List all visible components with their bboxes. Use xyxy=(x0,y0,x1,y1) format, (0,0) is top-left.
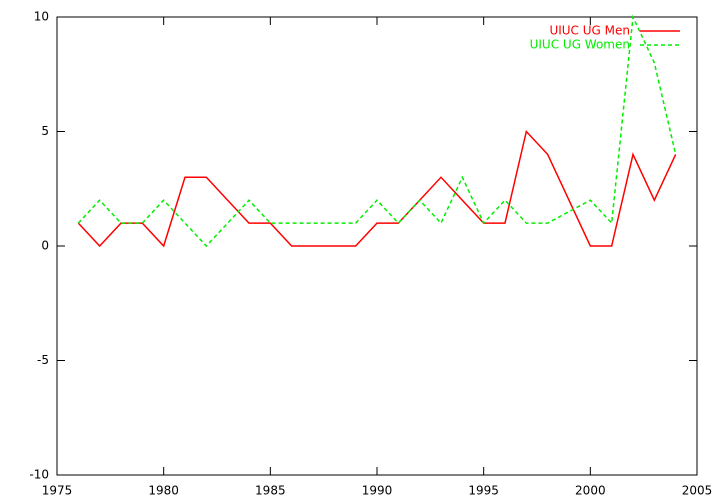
y-tick-label: -10 xyxy=(29,468,49,482)
x-tick-label: 1995 xyxy=(468,484,499,498)
series-line xyxy=(77,14,677,248)
x-tick-label: 1980 xyxy=(148,484,179,498)
series-line xyxy=(77,129,677,248)
x-tick-label: 2000 xyxy=(575,484,606,498)
x-tick-label: 2005 xyxy=(682,484,713,498)
y-tick-label: -5 xyxy=(37,353,49,367)
legend-label: UIUC UG Women xyxy=(530,38,630,52)
legend-label: UIUC UG Men xyxy=(549,24,630,38)
y-tick-label: 10 xyxy=(34,10,49,24)
x-tick-label: 1975 xyxy=(42,484,73,498)
x-tick-label: 1985 xyxy=(255,484,286,498)
y-tick-label: 5 xyxy=(41,124,49,138)
y-tick-label: 0 xyxy=(41,239,49,253)
x-tick-label: 1990 xyxy=(362,484,393,498)
